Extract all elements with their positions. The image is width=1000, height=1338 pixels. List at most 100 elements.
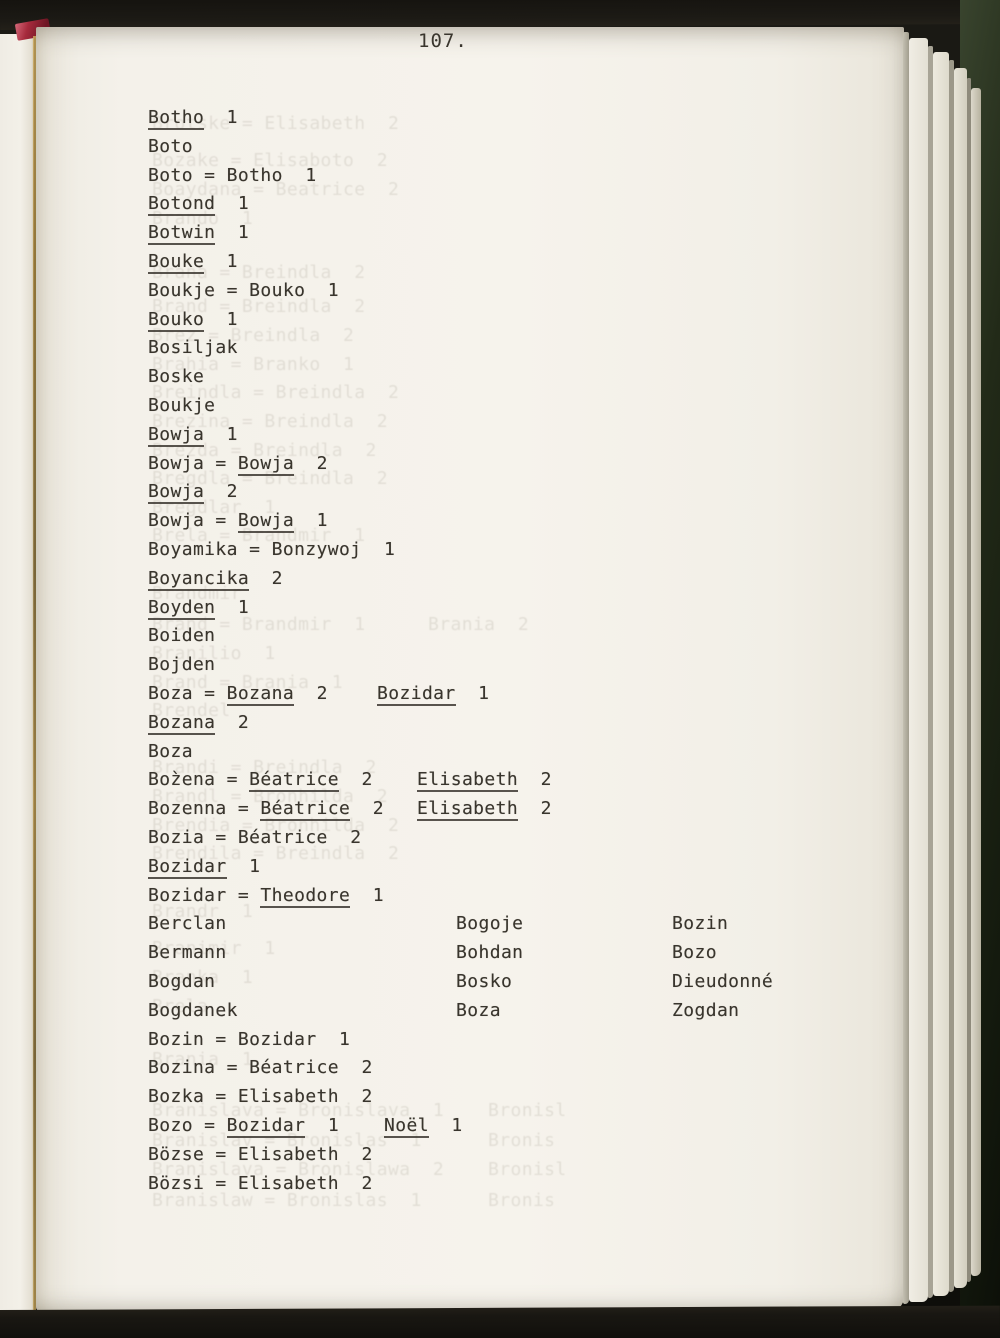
name-text: 2: [249, 568, 283, 589]
ghost-text-line: Brendel: [152, 700, 231, 721]
name-text: Bozidar =: [148, 885, 261, 906]
entry-line: Boyancika 2: [148, 568, 888, 594]
ghost-text-line: Bregdla = Breindla 2: [152, 468, 388, 489]
entry-column: Bozidar = Theodore 1: [148, 885, 384, 908]
name-text: 1: [294, 510, 328, 531]
name-underlined: Elisabeth: [417, 798, 519, 821]
ghost-text-line: Brand = Brandmir 1: [152, 614, 366, 635]
ghost-text-line: Brania 1: [152, 1049, 254, 1070]
entry-line: Bouke 1: [148, 251, 888, 277]
name-text: 1: [455, 683, 490, 704]
ghost-text-line: Boaydana = Beatrice 2: [152, 179, 400, 200]
entry-line: Boukje = Bouko 1: [148, 280, 888, 306]
entry-column: Bosiljak: [148, 337, 238, 358]
name-text: Bosko: [456, 971, 513, 992]
ghost-text-line: Brela: [152, 996, 209, 1017]
name-underlined: Theodore: [260, 885, 351, 908]
entry-column: Bowja 1: [148, 424, 238, 447]
page-number: 107.: [418, 30, 468, 52]
name-text: Bohdan: [456, 942, 524, 963]
ghost-text-line: Brez = Breindla 2: [152, 325, 355, 346]
name-text: 2: [215, 712, 250, 733]
entry-column: Bözsi = Elisabeth 2: [148, 1173, 373, 1194]
name-text: Bozina = Béatrice 2: [148, 1057, 373, 1078]
entry-column: Bosko: [456, 971, 512, 992]
entry-column: Bozina = Béatrice 2: [148, 1057, 373, 1078]
page-edge: [933, 52, 949, 1296]
entry-line: Boukje: [148, 395, 888, 421]
ghost-text-line: Branimir 1: [152, 938, 276, 959]
ghost-text-line: Bronisl: [488, 1100, 567, 1121]
entry-column: Boyden 1: [148, 597, 250, 620]
name-text: Boza: [456, 1000, 501, 1021]
entry-line: Bowja 2: [148, 481, 888, 507]
name-underlined: Botho: [148, 107, 205, 130]
ghost-text-line: Brandr 1: [152, 901, 254, 922]
name-underlined: Noël: [384, 1115, 429, 1138]
name-text: Bözsi = Elisabeth 2: [148, 1173, 373, 1194]
entry-column: Boto: [148, 136, 193, 157]
entry-column: Bozenna = Béatrice 2: [148, 798, 384, 821]
entry-column: Boyamika = Bonzywoj 1: [148, 539, 395, 560]
entry-line: Boza = Bozana 2 Bozidar 1: [148, 683, 888, 709]
ghost-text-line: Branka 1: [152, 967, 254, 988]
ghost-text-line: Brando 1: [152, 208, 254, 229]
ghost-text-line: Brandmir: [152, 583, 242, 604]
ghost-text-line: Brezina = Breindla 2: [152, 411, 388, 432]
name-underlined: Bowja: [237, 453, 295, 476]
entry-line: Boyden 1: [148, 597, 888, 623]
page-edge: [954, 68, 967, 1288]
name-underlined: Bozana: [148, 712, 216, 735]
page-edge: [949, 60, 954, 1292]
name-text: Bozin: [672, 913, 729, 934]
entry-column: Boukje: [148, 395, 215, 416]
entry-column: Bogdan: [148, 971, 215, 992]
name-text: 1: [305, 1115, 340, 1136]
entry-line: Bozina = Béatrice 2: [148, 1057, 888, 1083]
name-text: Boske: [148, 366, 205, 387]
entry-column: Boz̀ena = Béatrice 2: [148, 769, 373, 792]
name-text: Boiden: [148, 625, 216, 646]
gutter-crease-line: [33, 36, 36, 1312]
name-text: 1: [204, 107, 238, 128]
name-text: Boukje = Bouko 1: [148, 280, 340, 301]
entry-line: Boto = Botho 1: [148, 165, 888, 191]
entry-column: Bozidar 1: [377, 683, 490, 706]
entry-column: Bouke 1: [148, 251, 238, 274]
ghost-text-line: Bronis: [488, 1190, 556, 1211]
entry-column: Boske: [148, 366, 204, 387]
entry-column: Bozin: [672, 913, 728, 934]
name-text: 1: [215, 597, 250, 618]
name-text: Boto: [148, 136, 193, 157]
ghost-text-line: Breindla = Breindla 2: [152, 382, 400, 403]
entry-line: Bowja = Bowja 2: [148, 453, 888, 479]
name-underlined: Bowja: [237, 510, 295, 533]
name-underlined: Bowja: [148, 481, 205, 504]
page-edge: [909, 38, 928, 1302]
name-text: Bowja =: [148, 453, 238, 474]
entry-column: Bozidar 1: [148, 856, 261, 879]
entry-line: Bozidar 1: [148, 856, 888, 882]
entry-column: Berclan: [148, 913, 227, 934]
ghost-text-line: Brotske = Elisabeth 2: [152, 113, 400, 134]
entry-column: Boukje = Bouko 1: [148, 280, 339, 301]
name-underlined: Botwin: [148, 222, 216, 245]
entry-line: Botho 1: [148, 107, 888, 133]
entry-column: Botond 1: [148, 193, 249, 216]
entry-line: Bojden: [148, 654, 888, 680]
entry-column: Boza: [456, 1000, 501, 1021]
entry-line: Bermann Bohdan Bozo: [148, 942, 888, 968]
entry-column: Bohdan: [456, 942, 523, 963]
name-underlined: Botond: [148, 193, 216, 216]
name-text: Zogdan: [672, 1000, 740, 1021]
entry-line: Bogdanek Boza Zogdan: [148, 1000, 888, 1026]
ghost-text-line: Branislaw = Bronislas 1: [152, 1190, 422, 1211]
name-text: 1: [226, 856, 261, 877]
name-text: Bozin = Bozidar 1: [148, 1029, 351, 1050]
ghost-text-line: Brana = Breindla 2: [152, 262, 366, 283]
ghost-text-line: Brandl = Bronhilda 2: [152, 786, 388, 807]
entry-column: Boza: [148, 741, 193, 762]
entry-column: Bogdanek: [148, 1000, 238, 1021]
name-text: Bogoje: [456, 913, 524, 934]
